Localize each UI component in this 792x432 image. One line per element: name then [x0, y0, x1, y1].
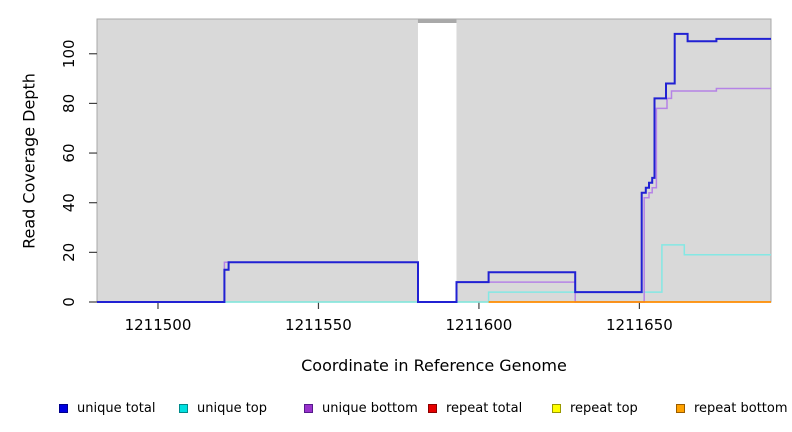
- legend-swatch-unique-bottom: [304, 403, 313, 413]
- legend-item-unique-total: unique total: [59, 398, 155, 418]
- legend-swatch-unique-top: [179, 403, 188, 413]
- y-tick-label: 40: [60, 193, 78, 212]
- coverage-gap-cap: [417, 19, 457, 23]
- y-tick-label: 80: [60, 94, 78, 113]
- legend-swatch-repeat-bottom: [676, 403, 685, 413]
- x-tick-label: 1211550: [285, 316, 352, 334]
- legend-swatch-unique-total: [59, 403, 68, 413]
- legend-item-repeat-total: repeat total: [428, 398, 522, 418]
- legend-label-unique-top: unique top: [197, 400, 268, 416]
- x-axis-title: Coordinate in Reference Genome: [301, 356, 567, 375]
- coverage-gap-band: [417, 23, 457, 301]
- legend-label-unique-total: unique total: [77, 400, 156, 416]
- legend: unique total unique top unique bottom repea…: [0, 398, 792, 420]
- legend-swatch-repeat-total: [428, 403, 437, 413]
- legend-item-repeat-top: repeat top: [552, 398, 638, 418]
- series-line-unique-total: [97, 32, 771, 303]
- x-tick-label: 1211500: [125, 316, 192, 334]
- legend-item-unique-bottom: unique bottom: [304, 398, 418, 418]
- legend-item-repeat-bottom: repeat bottom: [676, 398, 788, 418]
- legend-label-repeat-total: repeat total: [446, 400, 523, 416]
- legend-label-unique-bottom: unique bottom: [322, 400, 418, 416]
- y-tick-label: 20: [60, 243, 78, 262]
- y-tick-label: 60: [60, 144, 78, 163]
- y-axis-title: Read Coverage Depth: [19, 73, 39, 249]
- legend-item-unique-top: unique top: [179, 398, 267, 418]
- legend-label-repeat-bottom: repeat bottom: [694, 400, 788, 416]
- legend-swatch-repeat-top: [552, 403, 561, 413]
- series-line-unique-top: [97, 244, 771, 303]
- x-tick-label: 1211650: [606, 316, 673, 334]
- y-tick-label: 0: [60, 297, 78, 307]
- x-tick-label: 1211600: [446, 316, 513, 334]
- legend-label-repeat-top: repeat top: [570, 400, 638, 416]
- y-tick-label: 100: [60, 39, 78, 68]
